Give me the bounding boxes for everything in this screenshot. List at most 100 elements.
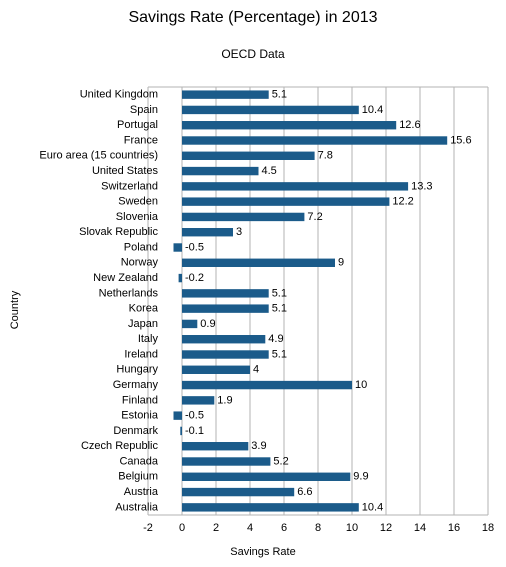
y-tick-label: Denmark <box>113 425 158 437</box>
y-tick-label: Australia <box>115 501 159 513</box>
y-tick-label: Ireland <box>124 348 158 360</box>
value-label: 9.9 <box>353 471 368 483</box>
y-tick-label: Finland <box>122 394 158 406</box>
value-label: 5.2 <box>273 455 288 467</box>
chart-title: Savings Rate (Percentage) in 2013 <box>128 9 377 26</box>
value-label: 3 <box>236 226 242 238</box>
value-label: 5.1 <box>272 287 287 299</box>
y-tick-label: Belgium <box>118 471 158 483</box>
bar <box>182 258 335 267</box>
bar <box>182 472 351 481</box>
bar <box>182 442 249 451</box>
bar <box>182 365 250 374</box>
bar <box>182 90 269 99</box>
x-tick-label: 10 <box>346 522 358 534</box>
x-tick-label: 12 <box>380 522 392 534</box>
value-label: 10 <box>355 379 367 391</box>
value-label: 5.1 <box>272 348 287 360</box>
y-tick-label: Czech Republic <box>81 440 159 452</box>
y-tick-label: Estonia <box>121 410 159 422</box>
y-tick-label: Portugal <box>117 119 158 131</box>
value-label: 4.5 <box>262 165 277 177</box>
y-axis-title: Country <box>9 290 21 329</box>
value-label: -0.1 <box>185 425 204 437</box>
value-label: 5.1 <box>272 89 287 101</box>
y-tick-label: Hungary <box>116 364 158 376</box>
chart-subtitle: OECD Data <box>221 47 285 61</box>
y-tick-label: Korea <box>129 303 159 315</box>
value-label: 10.4 <box>362 501 383 513</box>
y-tick-label: Euro area (15 countries) <box>39 150 158 162</box>
bar <box>182 289 269 298</box>
y-tick-label: Japan <box>128 318 158 330</box>
value-label: 13.3 <box>411 180 432 192</box>
value-label: 12.6 <box>399 119 420 131</box>
x-tick-label: 6 <box>281 522 287 534</box>
bar <box>182 151 315 160</box>
bar <box>180 426 182 436</box>
x-tick-label: 4 <box>247 522 253 534</box>
bar <box>182 105 359 115</box>
bar <box>182 487 295 497</box>
bar <box>182 228 233 237</box>
bar <box>182 136 448 145</box>
bar <box>182 304 269 313</box>
bar <box>173 243 182 252</box>
x-tick-label: 2 <box>213 522 219 534</box>
bar <box>182 212 305 222</box>
x-tick-label: 16 <box>448 522 460 534</box>
value-label: 15.6 <box>450 134 471 146</box>
y-tick-label: Italy <box>138 333 159 345</box>
y-tick-label: Spain <box>130 104 158 116</box>
y-tick-label: Switzerland <box>101 180 158 192</box>
value-label: 4.9 <box>268 333 283 345</box>
bar <box>182 396 215 405</box>
y-tick-label: Netherlands <box>99 287 159 299</box>
bar <box>182 457 271 466</box>
value-label: -0.5 <box>185 241 204 253</box>
y-tick-label: Slovenia <box>116 211 159 223</box>
bar <box>182 319 198 329</box>
value-label: 6.6 <box>297 486 312 498</box>
value-label: 1.9 <box>217 394 232 406</box>
y-tick-label: Germany <box>113 379 159 391</box>
value-label: 10.4 <box>362 104 383 116</box>
y-tick-label: United Kingdom <box>80 89 158 101</box>
x-tick-label: 8 <box>315 522 321 534</box>
value-label: 7.8 <box>318 150 333 162</box>
value-label: 7.2 <box>307 211 322 223</box>
bar <box>182 503 359 512</box>
x-tick-label: 0 <box>179 522 185 534</box>
y-tick-label: Sweden <box>118 196 158 208</box>
y-tick-label: Slovak Republic <box>79 226 158 238</box>
y-tick-label: France <box>124 134 158 146</box>
x-tick-label: 14 <box>414 522 426 534</box>
y-tick-label: Canada <box>119 455 158 467</box>
y-tick-label: Poland <box>124 241 158 253</box>
y-tick-label: United States <box>92 165 159 177</box>
bar <box>182 166 259 176</box>
bar <box>182 182 409 191</box>
value-label: 5.1 <box>272 303 287 315</box>
x-tick-label: 18 <box>482 522 494 534</box>
y-tick-label: New Zealand <box>93 272 158 284</box>
bar <box>182 350 269 359</box>
x-tick-label: -2 <box>143 522 153 534</box>
y-tick-label: Austria <box>124 486 159 498</box>
value-label: 9 <box>338 257 344 269</box>
bar <box>182 197 390 206</box>
value-label: 3.9 <box>251 440 266 452</box>
value-label: -0.2 <box>185 272 204 284</box>
x-axis-title: Savings Rate <box>230 546 295 558</box>
bar <box>173 411 182 420</box>
bar <box>178 273 182 283</box>
value-label: 12.2 <box>392 196 413 208</box>
y-tick-label: Norway <box>121 257 159 269</box>
bar <box>182 121 397 130</box>
value-label: 4 <box>253 364 259 376</box>
bar <box>182 380 352 390</box>
value-label: -0.5 <box>185 410 204 422</box>
bar <box>182 335 266 344</box>
value-label: 0.9 <box>200 318 215 330</box>
